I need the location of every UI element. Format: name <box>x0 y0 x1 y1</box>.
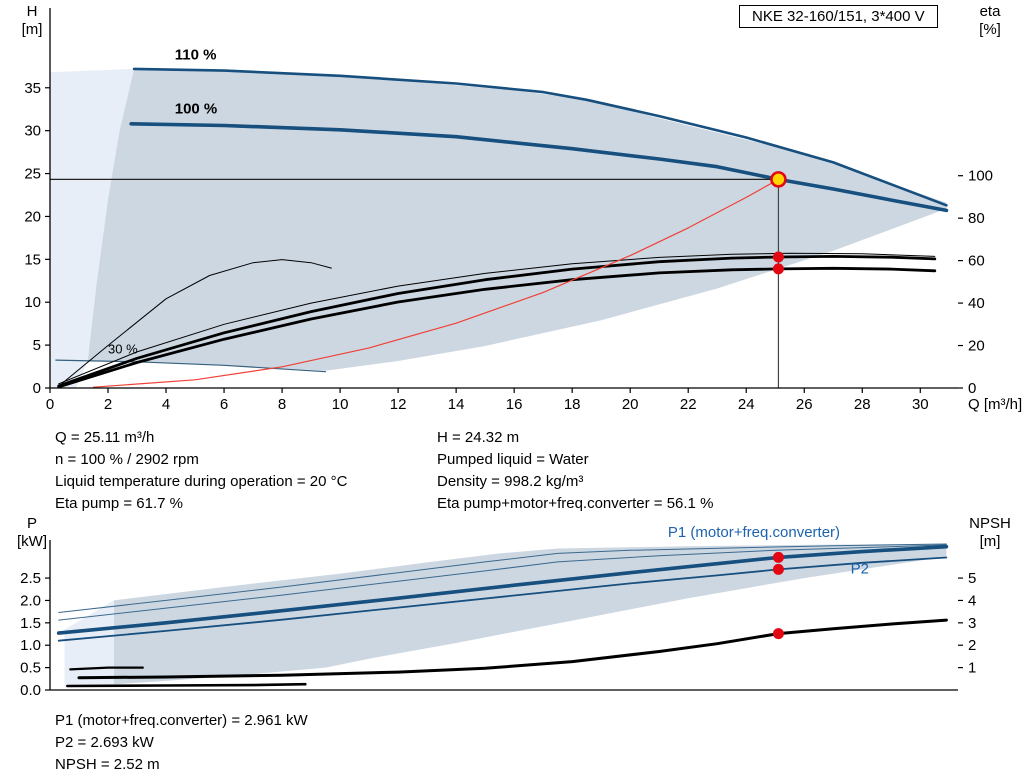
label-100pct: 100 % <box>175 101 218 118</box>
y-left-tick-label: 2.5 <box>20 570 41 587</box>
curve-100pct <box>129 122 949 213</box>
system-curve <box>92 178 779 388</box>
eta-pump <box>57 254 937 388</box>
y-right-tick-label: 40 <box>968 295 985 312</box>
left-axis-label: P <box>27 515 37 532</box>
eta-total-point <box>772 263 784 275</box>
x-tick-label: 8 <box>278 396 286 413</box>
envelope-light <box>50 68 135 389</box>
info-line-p1: P1 (motor+freq.converter) = 2.961 kW <box>55 712 308 729</box>
y-left-tick-label: 1.0 <box>20 637 41 654</box>
y-left-tick-label: 0.5 <box>20 660 41 677</box>
npsh-point <box>772 628 784 640</box>
x-tick-label: 2 <box>104 396 112 413</box>
y-right-tick-label: 20 <box>968 338 985 355</box>
info-line-eta-pump: Eta pump = 61.7 % <box>55 495 183 512</box>
x-tick-label: 6 <box>220 396 228 413</box>
y-right-tick-label: 1 <box>968 660 976 677</box>
pump-model-label: NKE 32-160/151, 3*400 V <box>752 8 925 25</box>
duty-info-right: H = 24.32 m Pumped liquid = Water Densit… <box>437 427 713 515</box>
duty-info-left: Q = 25.11 m³/h n = 100 % / 2902 rpm Liqu… <box>55 427 347 515</box>
info-line-q: Q = 25.11 m³/h <box>55 429 155 446</box>
x-tick-label: 14 <box>448 396 465 413</box>
eta-pump-point <box>772 251 784 263</box>
eta-arc-low-speed <box>61 259 332 385</box>
x-tick-label: 0 <box>46 396 54 413</box>
y-left-tick-label: 10 <box>24 294 41 311</box>
p1-point <box>772 551 784 563</box>
x-tick-label: 26 <box>796 396 813 413</box>
pump-model-box: NKE 32-160/151, 3*400 V <box>739 5 938 28</box>
x-axis-label: Q [m³/h] <box>968 396 1022 413</box>
y-right-tick-label: 2 <box>968 637 976 654</box>
y-right-tick-label: 0 <box>968 380 976 397</box>
x-tick-label: 12 <box>390 396 407 413</box>
y-left-tick-label: 2.0 <box>20 592 41 609</box>
p2-30pct <box>66 682 307 688</box>
info-line-density: Density = 998.2 kg/m³ <box>437 473 584 490</box>
y-left-tick-label: 5 <box>33 337 41 354</box>
x-tick-label: 18 <box>564 396 581 413</box>
label-110pct: 110 % <box>175 46 217 63</box>
y-right-tick-label: 60 <box>968 253 985 270</box>
y-right-tick-label: 3 <box>968 615 976 632</box>
left-axis-label: [m] <box>22 21 43 38</box>
label-p2: P2 <box>851 561 869 578</box>
x-tick-label: 16 <box>506 396 523 413</box>
x-tick-label: 10 <box>332 396 349 413</box>
left-axis-label: H <box>27 3 38 20</box>
x-tick-label: 30 <box>912 396 929 413</box>
x-tick-label: 22 <box>680 396 697 413</box>
x-tick-label: 24 <box>738 396 755 413</box>
y-right-tick-label: 4 <box>968 592 976 609</box>
y-right-tick-label: 80 <box>968 210 985 227</box>
y-left-tick-label: 30 <box>24 123 41 140</box>
power-npsh-chart: 0.0 0.5 1.0 1.5 2.0 2.5 1 2 3 4 5 P[kW] NPSH[m] P1 (m… <box>17 515 1011 699</box>
info-line-liquid: Pumped liquid = Water <box>437 451 589 468</box>
info-line-temp: Liquid temperature during operation = 20… <box>55 473 348 490</box>
info-line-npsh: NPSH = 2.52 m <box>55 756 160 773</box>
p1-curve <box>56 544 949 635</box>
y-right-tick-label: 100 <box>968 168 993 185</box>
x-tick-label: 20 <box>622 396 639 413</box>
y-left-tick-label: 15 <box>24 251 41 268</box>
y-left-tick-label: 20 <box>24 208 41 225</box>
p-thin-lower <box>58 544 947 621</box>
right-axis-label: NPSH <box>969 515 1011 532</box>
curve-30pct <box>55 359 327 373</box>
info-line-n: n = 100 % / 2902 rpm <box>55 451 199 468</box>
npsh-curve <box>77 618 948 680</box>
y-left-tick-label: 35 <box>24 80 41 97</box>
power-envelope <box>113 543 947 685</box>
right-axis-label: [%] <box>979 21 1001 38</box>
x-tick-label: 28 <box>854 396 871 413</box>
y-right-tick-label: 5 <box>968 570 976 587</box>
duty-point <box>770 171 787 188</box>
y-left-tick-label: 25 <box>24 166 41 183</box>
eta-thin <box>58 252 936 385</box>
right-axis-label: eta <box>980 3 1002 20</box>
label-p1: P1 (motor+freq.converter) <box>668 524 840 541</box>
info-line-h: H = 24.32 m <box>437 429 520 446</box>
p2-curve <box>57 556 948 642</box>
info-line-eta-total: Eta pump+motor+freq.converter = 56.1 % <box>437 495 714 512</box>
right-axis-label: [m] <box>980 533 1001 550</box>
p2-point <box>772 563 784 575</box>
label-30pct: 30 % <box>108 342 138 357</box>
curve-110pct <box>132 67 948 207</box>
left-axis-label: [kW] <box>17 533 47 550</box>
y-left-tick-label: 0.0 <box>20 682 41 699</box>
x-tick-label: 4 <box>162 396 170 413</box>
operating-envelope <box>87 68 947 371</box>
power-envelope-light <box>64 600 114 687</box>
info-line-p2: P2 = 2.693 kW <box>55 734 154 751</box>
qh-chart: 0 2 4 6 8 10 12 14 16 18 20 22 24 26 28 300510152025303… <box>22 3 1023 413</box>
p-thin-upper <box>58 543 947 613</box>
npsh-30pct <box>69 666 144 671</box>
power-info: P1 (motor+freq.converter) = 2.961 kW P2 … <box>55 710 308 776</box>
y-left-tick-label: 0 <box>33 380 41 397</box>
y-left-tick-label: 1.5 <box>20 615 41 632</box>
